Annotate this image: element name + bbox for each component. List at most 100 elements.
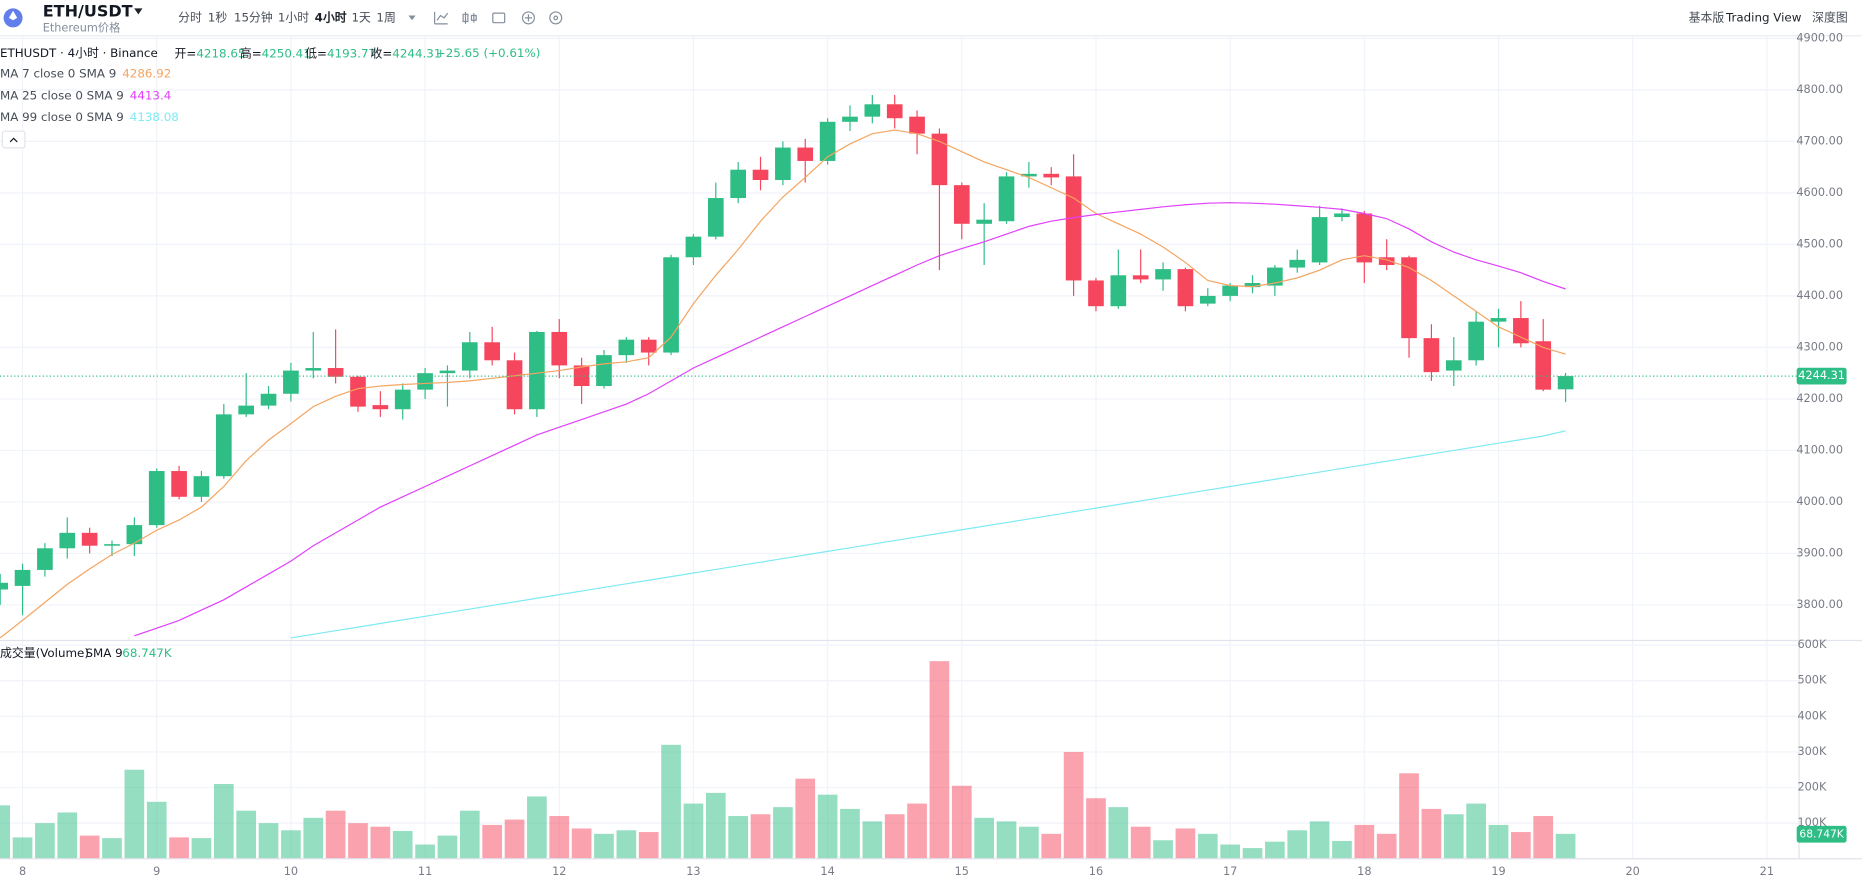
volume-bar	[303, 817, 324, 859]
interval-button[interactable]: 1秒	[208, 10, 228, 24]
interval-button[interactable]: 15分钟	[234, 10, 273, 24]
candle-body	[976, 219, 992, 224]
candle-body	[1088, 280, 1104, 307]
candle-body	[126, 525, 143, 545]
candle-body	[864, 104, 881, 117]
volume-bar	[996, 821, 1017, 859]
change: +25.65 (+0.61%)	[436, 46, 541, 60]
candle-body	[0, 582, 9, 590]
add-icon-plus	[524, 14, 532, 22]
ohlc-open: 开=4218.65	[175, 46, 246, 60]
ohlc-low: 低=4193.77	[305, 46, 376, 60]
candle-body	[350, 376, 366, 407]
volume-bar	[929, 661, 950, 859]
candle-type-icon[interactable]	[462, 11, 477, 24]
volume-bar	[1488, 824, 1509, 859]
volume-bar	[840, 808, 860, 859]
y-tick-label: 600K	[1797, 638, 1826, 651]
interval-button[interactable]: 1周	[376, 10, 395, 24]
volume-bar	[1220, 844, 1240, 859]
candle-body	[14, 569, 31, 586]
volume-bar	[504, 819, 525, 859]
symbol-dropdown[interactable]	[134, 8, 143, 15]
symbol[interactable]: ETH/USDT	[43, 1, 133, 20]
candle-body	[37, 548, 53, 570]
x-tick-label: 15	[955, 865, 969, 878]
candle-body	[260, 393, 277, 406]
candle-body	[1199, 295, 1216, 304]
volume-bar	[1063, 751, 1084, 859]
candle-body	[484, 342, 500, 361]
candle-body	[730, 169, 746, 199]
tab-tradingview[interactable]: Trading View	[1725, 10, 1802, 24]
candle-body	[596, 355, 612, 387]
volume-bar	[907, 803, 927, 859]
candle-body	[81, 532, 98, 546]
volume-bar	[527, 796, 547, 859]
volume-bar	[594, 833, 614, 859]
volume-bar	[1108, 807, 1129, 859]
ma-legend-value: 4138.08	[130, 110, 179, 124]
volume-bar	[1287, 830, 1308, 859]
interval-button[interactable]: 分时	[178, 10, 202, 24]
more-intervals[interactable]	[408, 15, 416, 21]
tab-depth[interactable]: 深度图	[1812, 10, 1848, 24]
volume-bar	[1242, 848, 1263, 859]
candle-body	[1110, 275, 1127, 307]
volume-bar	[683, 803, 704, 859]
candle-body	[1401, 257, 1417, 339]
candle-body	[1378, 257, 1395, 265]
candle-body	[439, 370, 456, 374]
tab-basic[interactable]: 基本版	[1689, 10, 1725, 24]
volume-bar	[974, 817, 994, 859]
volume-bar	[661, 744, 681, 859]
y-tick-label: 200K	[1797, 781, 1826, 794]
eth-logo-mark	[8, 10, 18, 21]
candle-body	[1222, 285, 1238, 296]
interval-button[interactable]: 4小时	[315, 10, 347, 24]
ma-line	[0, 129, 1566, 639]
interval-button[interactable]: 1小时	[278, 10, 309, 24]
candle-body	[1021, 173, 1037, 177]
volume-sma-name: SMA 9	[86, 646, 123, 660]
volume-bar	[1555, 833, 1576, 859]
candle-body	[1557, 376, 1574, 390]
candle-body	[305, 368, 322, 371]
collapse-chevron	[9, 137, 18, 143]
settings-icon[interactable]	[549, 11, 563, 25]
candle-body	[461, 342, 478, 371]
indicator-icon[interactable]	[434, 11, 449, 25]
interval-button[interactable]: 1天	[352, 10, 372, 24]
grid	[0, 35, 1800, 859]
x-tick-label: 8	[19, 865, 26, 878]
candle-body	[551, 331, 568, 366]
open-value: 4218.65	[196, 46, 245, 60]
volume-bar	[1376, 833, 1397, 859]
add-icon[interactable]	[521, 11, 535, 25]
ma-legend: MA 7 close 0 SMA 9 4286.92 MA 25 close 0 S…	[0, 66, 179, 124]
candle-body	[506, 360, 523, 410]
volume-bar	[191, 838, 212, 859]
snapshot-icon[interactable]	[492, 12, 506, 24]
volume-bar	[1332, 840, 1352, 859]
close-value: 4244.31	[392, 46, 441, 60]
candle-body	[283, 370, 299, 394]
candle-body	[1445, 360, 1462, 371]
x-tick-label: 18	[1357, 865, 1371, 878]
y-tick-label: 4700.00	[1796, 134, 1843, 147]
candle-body	[1267, 267, 1283, 286]
candle-body	[1334, 213, 1350, 218]
high-label: 高=	[240, 46, 262, 60]
x-tick-label: 10	[284, 865, 298, 878]
volume-bar	[1197, 833, 1218, 859]
collapse-button[interactable]	[1, 130, 26, 149]
ohlc-high: 高=4250.41	[240, 46, 311, 60]
x-tick-label: 12	[552, 865, 566, 878]
y-tick-label: 4300.00	[1796, 340, 1843, 353]
x-tick-label: 16	[1089, 865, 1103, 878]
y-tick-label: 3800.00	[1796, 598, 1843, 611]
y-tick-label: 400K	[1797, 709, 1826, 722]
volume-bar	[1511, 832, 1531, 859]
volume-bar	[57, 812, 78, 859]
